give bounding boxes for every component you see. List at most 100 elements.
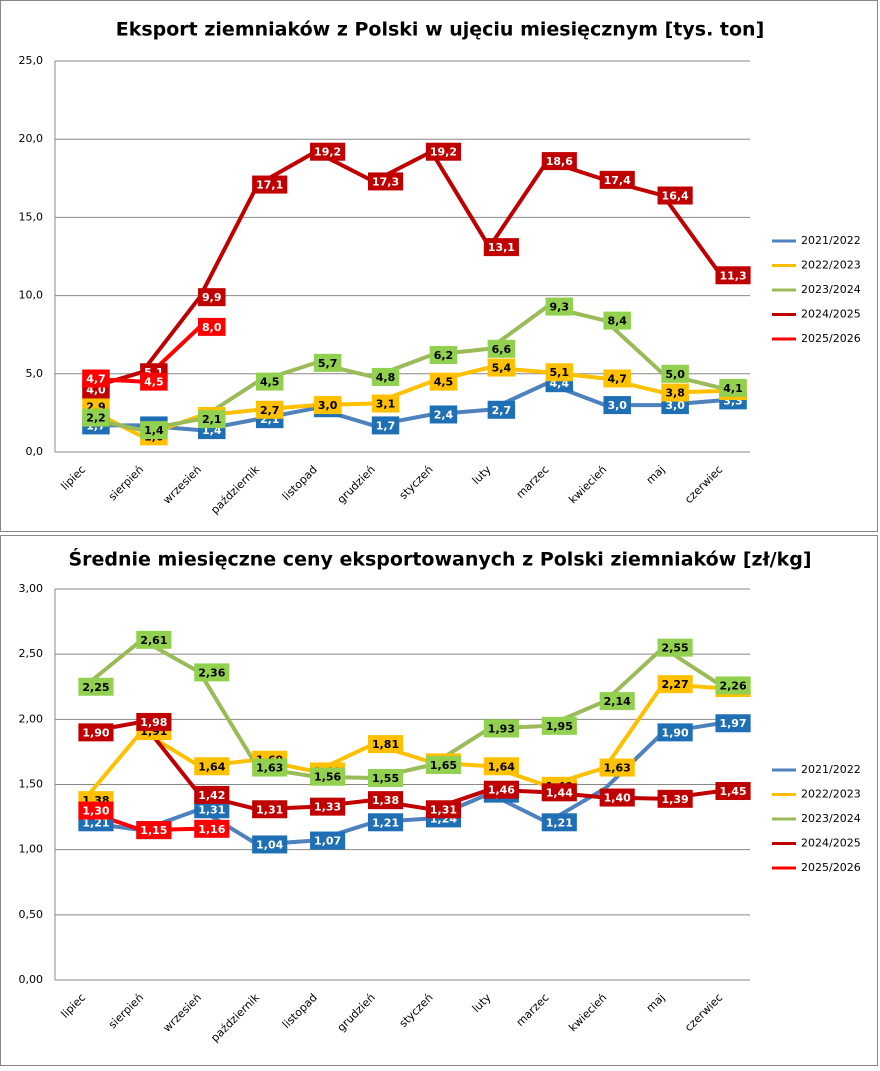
value-label-text: 1,15 (140, 824, 167, 837)
value-label-text: 1,56 (314, 771, 341, 784)
value-label-box (78, 801, 114, 820)
value-label: 1,16 (194, 819, 230, 838)
value-label-box (661, 364, 689, 383)
value-label: 1,44 (541, 783, 577, 802)
value-label-box (483, 757, 519, 776)
value-label-text: 1,16 (198, 823, 225, 836)
value-label-box (541, 783, 577, 802)
value-label: 18,6 (541, 152, 577, 171)
value-label: 2,26 (715, 676, 751, 695)
value-label: 4,5 (255, 372, 284, 391)
value-label-text: 4,1 (723, 382, 743, 395)
value-label-text: 1,31 (256, 803, 283, 816)
value-label: 4,7 (82, 369, 110, 388)
value-label-box (367, 813, 404, 832)
value-label: 1,90 (78, 723, 114, 742)
value-label-box (487, 358, 516, 377)
value-label: 4,5 (140, 372, 168, 391)
value-label-text: 1,31 (430, 803, 457, 816)
value-label: 9,3 (545, 297, 574, 316)
value-label-box (252, 800, 288, 819)
y-tick-label: 0,00 (19, 973, 44, 986)
y-tick-label: 3,00 (19, 582, 44, 595)
value-label: 1,39 (657, 789, 693, 808)
value-label: 2,2 (82, 408, 110, 427)
value-label: 2,36 (194, 663, 230, 682)
value-label-text: 1,63 (604, 762, 631, 775)
value-label-text: 1,98 (140, 716, 167, 729)
value-label-box (715, 714, 751, 733)
legend-label: 2025/2026 (801, 861, 861, 874)
value-label-text: 4,5 (260, 376, 280, 389)
value-label-box (194, 819, 230, 838)
value-label: 1,95 (541, 716, 577, 735)
value-label-text: 6,2 (434, 349, 454, 362)
value-label-box (719, 378, 747, 397)
value-label: 1,64 (483, 757, 519, 776)
value-label-box (599, 692, 635, 711)
value-label-box (82, 369, 110, 388)
value-label: 6,2 (429, 346, 458, 365)
legend-label: 2022/2023 (801, 788, 861, 801)
value-label-box (136, 712, 172, 731)
value-label: 17,4 (599, 170, 635, 189)
value-label-box (252, 835, 288, 854)
value-label-text: 17,1 (256, 179, 283, 192)
value-label-text: 1,40 (604, 792, 631, 805)
value-label-text: 6,6 (492, 343, 512, 356)
value-label-text: 19,2 (314, 146, 341, 159)
legend-label: 2024/2025 (801, 308, 861, 321)
value-label-text: 1,44 (546, 786, 573, 799)
value-label: 1,81 (367, 735, 404, 754)
y-tick-label: 25,0 (19, 54, 44, 67)
value-label-text: 11,3 (719, 269, 746, 282)
value-label-text: 8,0 (202, 321, 222, 334)
y-tick-label: 2,50 (19, 647, 44, 660)
value-label-text: 1,42 (198, 789, 225, 802)
legend-label: 2021/2022 (801, 234, 861, 247)
value-label: 2,7 (487, 400, 516, 419)
value-label-box (429, 372, 458, 391)
value-label-text: 5,0 (665, 368, 685, 381)
legend-label: 2023/2024 (801, 812, 861, 825)
value-label-box (603, 396, 631, 415)
value-label-text: 2,7 (492, 404, 512, 417)
legend-label: 2021/2022 (801, 763, 861, 776)
value-label-text: 3,8 (665, 387, 685, 400)
value-label: 4,7 (603, 369, 631, 388)
value-label-text: 1,7 (376, 419, 396, 432)
value-label: 1,30 (78, 801, 114, 820)
value-label: 1,98 (136, 712, 172, 731)
value-label-box (136, 821, 172, 840)
value-label: 1,42 (194, 785, 230, 804)
value-label: 1,55 (367, 768, 404, 787)
value-label: 1,64 (194, 757, 230, 776)
value-label-box (425, 142, 462, 161)
value-label-text: 1,95 (546, 720, 573, 733)
value-label-box (78, 677, 114, 696)
value-label: 3,0 (313, 396, 342, 415)
chart-title: Eksport ziemniaków z Polski w ujęciu mie… (116, 19, 765, 41)
value-label-box (541, 152, 577, 171)
value-label-text: 1,55 (372, 772, 399, 785)
value-label-text: 1,04 (256, 838, 283, 851)
value-label-box (541, 813, 577, 832)
value-label-text: 2,2 (86, 412, 106, 425)
value-label-box (198, 410, 226, 429)
value-label-box (194, 785, 230, 804)
value-label-text: 1,33 (314, 801, 341, 814)
value-label: 4,8 (371, 367, 400, 386)
value-label: 2,7 (255, 400, 284, 419)
value-label-text: 13,1 (488, 241, 515, 254)
value-label: 1,07 (310, 831, 346, 850)
value-label-box (367, 172, 404, 191)
value-label: 19,2 (425, 142, 462, 161)
value-label: 1,63 (599, 758, 635, 777)
value-label-box (367, 735, 404, 754)
value-label-box (425, 800, 462, 819)
value-label: 2,4 (429, 405, 458, 424)
value-label-box (194, 800, 230, 819)
value-label-text: 1,38 (372, 794, 399, 807)
value-label: 1,93 (483, 719, 519, 738)
